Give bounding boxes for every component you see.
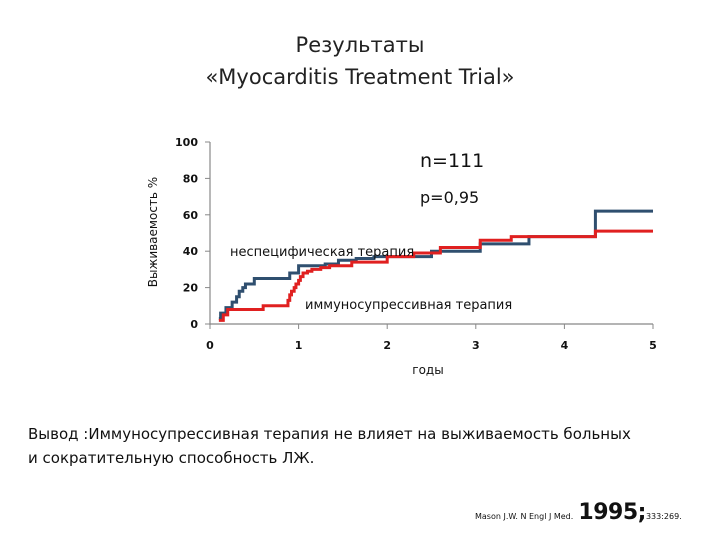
citation-volume: 333:269. (645, 512, 682, 521)
y-tick-label: 100 (175, 136, 198, 149)
y-tick-label: 80 (183, 172, 199, 185)
citation-source: Mason J.W. N Engl J Med. (475, 512, 574, 521)
nonspecific-therapy-curve (218, 209, 653, 321)
y-tick-label: 60 (183, 209, 199, 222)
x-tick-label: 4 (561, 339, 569, 352)
n-annotation: n=111 (420, 150, 484, 172)
immunosuppressive-therapy-label: иммуносупрессивная терапия (305, 298, 512, 313)
y-tick-label: 20 (183, 282, 199, 295)
immunosuppressive-therapy-curve (218, 229, 653, 322)
conclusion-line-2: и сократительную способность ЛЖ. (28, 449, 315, 467)
conclusion-text: Вывод :Иммуносупрессивная терапия не вли… (28, 422, 698, 470)
x-tick-label: 0 (206, 339, 214, 352)
chart-axes (209, 142, 653, 325)
nonspecific-therapy-label: неспецифическая терапия (230, 245, 414, 260)
slide-title: Результаты (295, 33, 425, 57)
citation: Mason J.W. N Engl J Med. 1995;333:269. (475, 500, 682, 525)
y-axis-label: Выживаемость % (146, 177, 160, 287)
x-tick-label: 1 (295, 339, 303, 352)
conclusion-line-1: Вывод :Иммуносупрессивная терапия не вли… (28, 425, 631, 443)
y-tick-label: 40 (183, 245, 199, 258)
x-tick-label: 5 (649, 339, 657, 352)
chart-ticks: 0 20 40 60 80 100 0 1 2 3 4 5 (175, 136, 657, 352)
slide-subtitle: «Myocarditis Treatment Trial» (205, 65, 515, 89)
survival-chart: 0 20 40 60 80 100 0 1 2 3 4 5 Выживаемость % годы n… (146, 136, 657, 377)
x-axis-label: годы (412, 363, 443, 377)
chart-series (218, 209, 653, 322)
x-tick-label: 2 (383, 339, 391, 352)
y-tick-label: 0 (190, 318, 198, 331)
x-tick-label: 3 (472, 339, 480, 352)
p-value-annotation: p=0,95 (420, 188, 479, 207)
citation-year: 1995; (578, 500, 646, 525)
